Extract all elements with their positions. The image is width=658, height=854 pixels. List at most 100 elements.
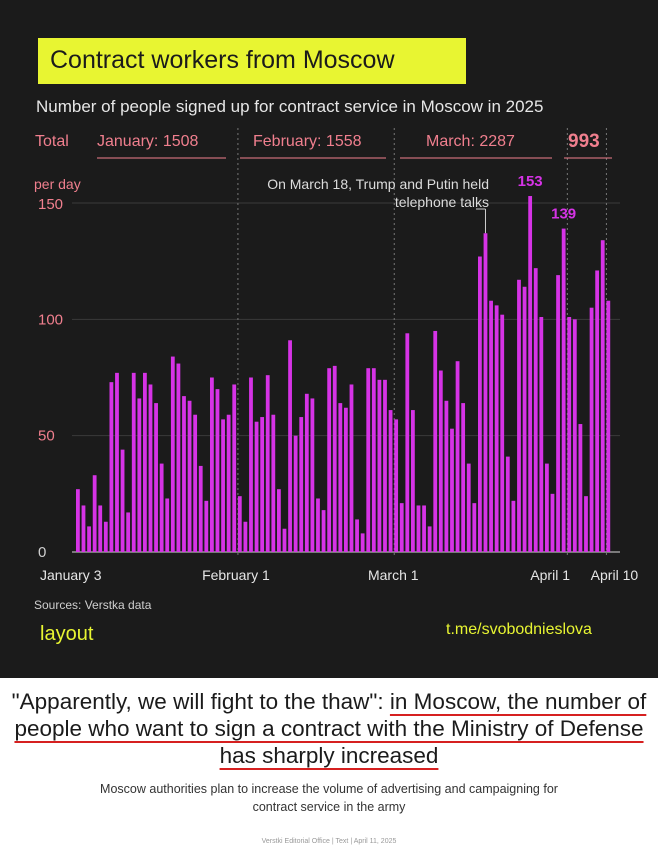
bar (511, 500, 516, 552)
bar (572, 319, 577, 552)
bar (438, 370, 443, 552)
y-tick-label: 0 (38, 544, 46, 561)
headline-underlined: in Moscow, the number of people who want… (14, 689, 647, 768)
bar (584, 496, 588, 552)
bar (427, 526, 432, 552)
bar (249, 377, 253, 552)
channel-link[interactable]: t.me/svobodnieslova (446, 621, 592, 638)
bar (489, 300, 493, 552)
bar (433, 330, 438, 552)
sources-note: Sources: Verstka data (34, 598, 152, 612)
bar (332, 365, 337, 552)
bar (176, 363, 181, 552)
bar (210, 377, 214, 552)
bar (299, 417, 304, 552)
bar (349, 384, 354, 552)
chart-title: Contract workers from Moscow (50, 46, 395, 74)
bar (316, 498, 320, 552)
bar (126, 512, 131, 552)
bar (450, 428, 454, 552)
bar (461, 403, 466, 552)
bar (159, 463, 164, 552)
peak-label: 139 (551, 206, 576, 223)
bar (271, 414, 276, 552)
bar (539, 317, 544, 552)
bar (344, 407, 348, 552)
bar (377, 379, 382, 552)
bar (388, 410, 393, 552)
bar (265, 375, 270, 552)
bar (528, 196, 533, 552)
bar (561, 228, 566, 553)
bar (193, 414, 198, 552)
bar (478, 256, 482, 552)
total-march: March: 2287 (426, 133, 515, 150)
total-april: 993 (568, 131, 600, 152)
bar (131, 372, 136, 552)
bar (198, 465, 203, 552)
total-january: January: 1508 (97, 133, 199, 150)
x-tick-label: April 10 (591, 567, 639, 583)
bar (422, 505, 426, 552)
bar (517, 279, 521, 552)
bar (321, 510, 326, 552)
bar (466, 463, 471, 552)
bar (405, 333, 410, 552)
bar (277, 489, 281, 552)
bar (221, 419, 225, 552)
infographic-panel: Contract workers from Moscow Number of p… (0, 0, 658, 678)
x-tick-label: April 1 (530, 567, 570, 583)
bar (606, 300, 611, 552)
x-tick-label: March 1 (368, 567, 419, 583)
bar (120, 449, 125, 552)
bar (260, 417, 265, 552)
article-lede: Moscow authorities plan to increase the … (100, 782, 558, 814)
bar (595, 270, 600, 552)
bar (254, 421, 259, 552)
bar (578, 424, 583, 552)
bar (366, 368, 371, 552)
x-tick-label: February 1 (202, 567, 270, 583)
bar (115, 372, 119, 552)
bar (472, 503, 477, 552)
bar (215, 389, 220, 552)
bar (237, 496, 242, 552)
bar (187, 400, 192, 552)
bar (310, 398, 315, 552)
bar (293, 435, 298, 552)
bar (416, 505, 421, 552)
totals-label: Total (35, 133, 69, 150)
bar (399, 503, 404, 552)
bar (355, 519, 359, 552)
bar (483, 233, 488, 552)
bar (143, 372, 147, 552)
bar (371, 368, 376, 552)
bar (394, 419, 399, 552)
bar (165, 498, 170, 552)
bar (500, 314, 505, 552)
bar (556, 275, 560, 552)
bar (550, 493, 555, 552)
bar (505, 456, 510, 552)
bar (411, 410, 415, 552)
bar (76, 489, 80, 552)
bar (360, 533, 365, 552)
bar (545, 463, 549, 552)
x-tick-label: January 3 (40, 567, 102, 583)
bar-chart: 0 50 100 150 per day January 3 February 1 March… (34, 128, 639, 583)
bar (533, 268, 538, 552)
bar (338, 403, 343, 552)
peak-label: 153 (518, 173, 543, 190)
bar (182, 396, 186, 552)
y-tick-label: 150 (38, 196, 63, 213)
bar (226, 414, 231, 552)
bar (81, 505, 86, 552)
annotation-text: On March 18, Trump and Putin held (267, 176, 489, 192)
bar (304, 393, 309, 552)
title-highlight: Contract workers from Moscow (38, 38, 466, 84)
bar (288, 340, 292, 552)
bar (92, 475, 97, 552)
bar (243, 521, 248, 552)
total-february: February: 1558 (253, 133, 362, 150)
article-headline[interactable]: "Apparently, we will fight to the thaw":… (10, 688, 648, 769)
